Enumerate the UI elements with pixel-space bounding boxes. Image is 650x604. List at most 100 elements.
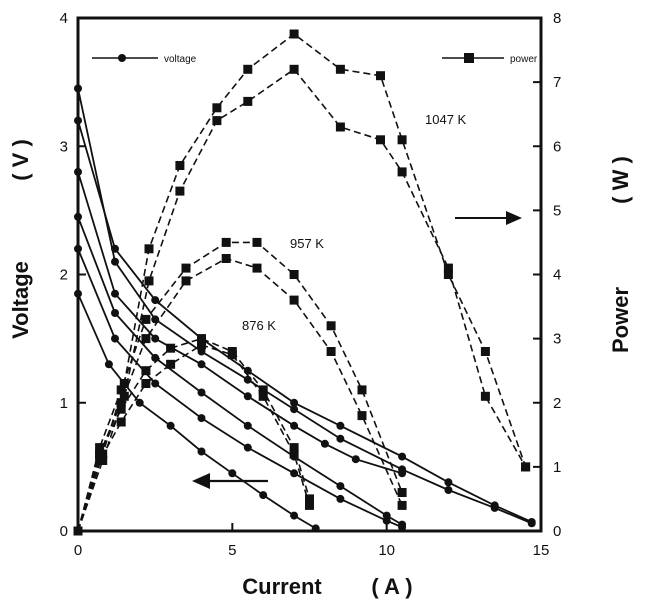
power-point xyxy=(73,526,83,536)
x-tick-label: 10 xyxy=(378,542,395,559)
voltage-point xyxy=(151,379,160,388)
power-point xyxy=(376,71,385,81)
voltage-point xyxy=(135,398,144,407)
voltage-point xyxy=(111,289,119,298)
voltage-point xyxy=(228,469,237,478)
power-point xyxy=(397,167,407,177)
voltage-point xyxy=(398,452,407,461)
voltage-point xyxy=(290,511,299,520)
voltage-point xyxy=(259,491,268,500)
voltage-point xyxy=(398,520,407,529)
power-point xyxy=(197,340,206,350)
power-point xyxy=(166,343,176,353)
voltage-point xyxy=(382,511,391,520)
power-point xyxy=(175,186,185,196)
voltage-point xyxy=(336,421,345,430)
x-tick-label: 5 xyxy=(228,542,236,559)
power-point xyxy=(175,161,185,170)
voltage-point xyxy=(151,296,160,305)
voltage-point xyxy=(151,353,160,362)
power-point xyxy=(258,391,268,401)
power-point xyxy=(116,417,126,427)
voltage-point xyxy=(197,414,206,423)
power-point xyxy=(326,347,336,356)
power-point xyxy=(357,411,367,421)
power-point xyxy=(141,314,151,324)
y-axis-unit: ( V ) xyxy=(8,139,33,181)
power-point xyxy=(98,449,108,459)
y2-tick-label: 0 xyxy=(553,523,561,540)
power-point xyxy=(243,64,253,74)
power-point xyxy=(221,254,231,263)
voltage-point xyxy=(74,212,82,221)
power-point xyxy=(397,488,407,497)
voltage-point xyxy=(151,334,160,343)
voltage-point xyxy=(74,289,82,298)
power-series-line xyxy=(77,68,527,532)
voltage-point xyxy=(336,494,345,503)
y2-tick-label: 5 xyxy=(553,202,561,219)
voltage-point xyxy=(74,84,82,93)
voltage-point xyxy=(197,360,206,369)
voltage-point xyxy=(336,482,345,491)
voltage-point xyxy=(111,257,119,266)
y2-tick-label: 2 xyxy=(553,395,561,412)
y-axis-label: Voltage xyxy=(8,261,33,339)
power-point xyxy=(289,64,299,74)
y-tick-label: 0 xyxy=(60,523,68,540)
annotation-1047k: 1047 K xyxy=(425,112,467,127)
power-point xyxy=(116,385,126,395)
power-point xyxy=(335,122,345,132)
voltage-point xyxy=(74,116,82,125)
voltage-point xyxy=(243,421,252,430)
voltage-point xyxy=(243,366,252,375)
plot-frame xyxy=(76,16,543,533)
voltage-point xyxy=(197,447,206,456)
voltage-point xyxy=(243,443,252,452)
y-tick-label: 2 xyxy=(60,267,68,284)
legend-voltage-label: voltage xyxy=(164,54,197,65)
voltage-point xyxy=(490,503,499,512)
annotation-876k: 876 K xyxy=(242,318,276,333)
x-axis-label: Current xyxy=(242,574,322,599)
power-point xyxy=(397,135,407,145)
power-series-line xyxy=(77,344,311,532)
voltage-point xyxy=(290,452,299,461)
power-point xyxy=(252,237,262,247)
y2-tick-label: 1 xyxy=(553,459,561,476)
voltage-point xyxy=(398,465,407,474)
power-point xyxy=(212,116,222,126)
x-tick-label: 0 xyxy=(74,542,82,559)
axis-ticks: 0 1 2 3 4 0 1 2 3 4 5 6 7 8 0 5 10 15 xyxy=(60,10,562,559)
voltage-point xyxy=(197,334,206,343)
y-tick-label: 3 xyxy=(60,138,68,155)
voltage-point xyxy=(444,486,453,494)
power-point xyxy=(326,321,336,331)
power-point xyxy=(397,500,407,510)
voltage-point xyxy=(166,421,175,430)
power-point xyxy=(227,350,237,360)
arrow-right-power-axis xyxy=(455,211,522,225)
x-tick-label: 15 xyxy=(533,542,550,559)
power-point xyxy=(119,391,129,401)
power-point xyxy=(289,295,299,305)
voltage-point xyxy=(527,519,536,528)
voltage-point xyxy=(197,347,206,356)
voltage-point xyxy=(320,439,329,448)
voltage-point xyxy=(243,392,252,401)
voltage-point xyxy=(243,375,252,384)
power-point xyxy=(141,379,151,388)
y2-tick-label: 6 xyxy=(553,138,561,155)
voltage-point xyxy=(104,360,113,369)
power-point xyxy=(243,96,253,106)
power-point xyxy=(289,443,299,453)
power-point xyxy=(521,462,531,472)
power-point xyxy=(480,347,490,356)
power-point xyxy=(443,263,453,273)
annotation-957k: 957 K xyxy=(290,236,324,251)
voltage-point xyxy=(111,309,119,317)
voltage-point xyxy=(290,405,299,414)
voltage-point xyxy=(351,455,360,464)
power-point xyxy=(166,359,176,369)
